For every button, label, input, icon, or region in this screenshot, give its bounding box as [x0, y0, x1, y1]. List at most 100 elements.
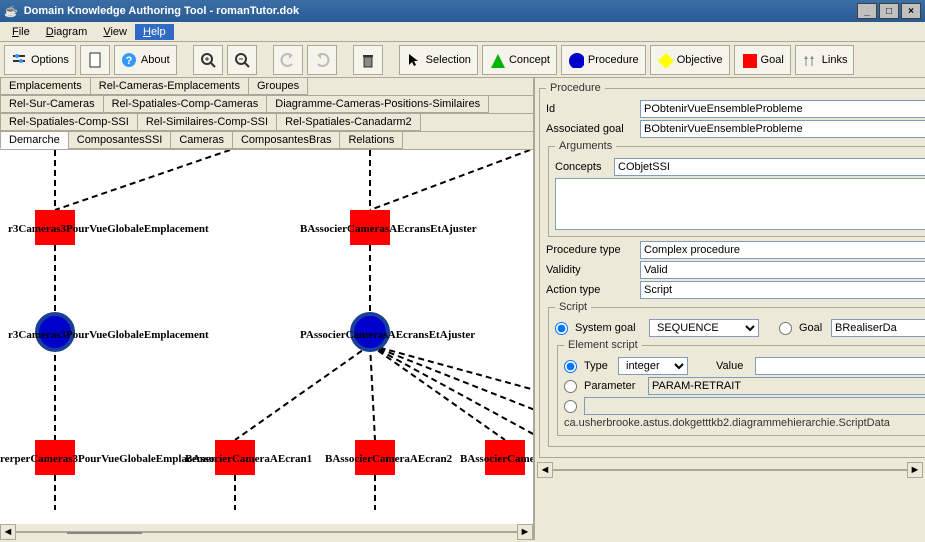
tab-cameras[interactable]: Cameras	[170, 131, 233, 149]
links-icon	[802, 52, 818, 68]
tab-rel-spatiales-comp-ssi[interactable]: Rel-Spatiales-Comp-SSI	[0, 113, 138, 131]
tab-composantes-bras[interactable]: ComposantesBras	[232, 131, 341, 149]
diagram-svg: r3Cameras3PourVueGlobaleEmplacement BAss…	[0, 150, 533, 524]
node-g1-label: r3Cameras3PourVueGlobaleEmplacement	[8, 223, 209, 235]
right-panel: Procedure Id Associated goal Arguments C…	[535, 78, 925, 540]
validity-field[interactable]	[640, 261, 925, 279]
tab-diagramme-cameras-positions[interactable]: Diagramme-Cameras-Positions-Similaires	[266, 95, 489, 113]
right-hscroll[interactable]: ◄ ►	[537, 462, 923, 478]
menu-file[interactable]: File	[4, 24, 38, 40]
ptype-field[interactable]	[640, 241, 925, 259]
tab-row-3: Rel-Spatiales-Comp-SSI Rel-Similaires-Co…	[0, 114, 533, 132]
scroll-left-arrow[interactable]: ◄	[0, 524, 16, 540]
node-g5-label: BAssocierCameraAEcran2	[325, 453, 453, 465]
sysgoal-radio[interactable]	[555, 322, 568, 335]
new-button[interactable]	[80, 45, 110, 75]
type-radio[interactable]	[564, 360, 577, 373]
tab-emplacements[interactable]: Emplacements	[0, 77, 91, 95]
validity-label: Validity	[546, 264, 636, 276]
element-script-legend: Element script	[564, 339, 642, 351]
atype-field[interactable]	[640, 281, 925, 299]
trash-button[interactable]	[353, 45, 383, 75]
tab-rel-spatiales-comp-cameras[interactable]: Rel-Spatiales-Comp-Cameras	[103, 95, 268, 113]
tab-rel-sur-cameras[interactable]: Rel-Sur-Cameras	[0, 95, 104, 113]
options-button[interactable]: Options	[4, 45, 76, 75]
arguments-group: Arguments Concepts	[548, 140, 925, 237]
goal-tool[interactable]: Goal	[734, 45, 791, 75]
undo-button[interactable]	[273, 45, 303, 75]
diagram-canvas[interactable]: r3Cameras3PourVueGlobaleEmplacement BAss…	[0, 150, 533, 524]
selection-tool[interactable]: Selection	[399, 45, 478, 75]
document-icon	[87, 52, 103, 68]
tab-groupes[interactable]: Groupes	[248, 77, 308, 95]
maximize-button[interactable]: □	[879, 3, 899, 19]
script-group: Script System goal SEQUENCE Goal Element…	[548, 301, 925, 447]
param-radio[interactable]	[564, 380, 577, 393]
right-scroll-right[interactable]: ►	[907, 462, 923, 478]
blank-radio[interactable]	[564, 400, 577, 413]
tab-rel-similaires-comp-ssi[interactable]: Rel-Similaires-Comp-SSI	[137, 113, 277, 131]
triangle-icon	[489, 52, 505, 68]
atype-label: Action type	[546, 284, 636, 296]
zoom-out-icon	[234, 52, 250, 68]
arguments-legend: Arguments	[555, 140, 616, 152]
classpath-text: ca.usherbrooke.astus.dokgetttkb2.diagram…	[564, 417, 925, 429]
objective-label: Objective	[677, 54, 723, 66]
tab-relations[interactable]: Relations	[339, 131, 403, 149]
sysgoal-select[interactable]: SEQUENCE	[649, 319, 759, 337]
right-scroll-left[interactable]: ◄	[537, 462, 553, 478]
concept-tool[interactable]: Concept	[482, 45, 557, 75]
blank-field	[584, 397, 925, 415]
tab-rel-spatiales-canadarm2[interactable]: Rel-Spatiales-Canadarm2	[276, 113, 421, 131]
menu-help[interactable]: Help	[135, 24, 174, 40]
id-label: Id	[546, 103, 636, 115]
zoom-out-button[interactable]	[227, 45, 257, 75]
value-field[interactable]	[755, 357, 925, 375]
menu-bar: File Diagram View Help	[0, 22, 925, 42]
redo-icon	[314, 52, 330, 68]
close-button[interactable]: ×	[901, 3, 921, 19]
node-g2-label: BAssocierCamerasAEcransEtAjuster	[300, 223, 477, 235]
concepts-field[interactable]	[614, 158, 925, 176]
node-g6-label: BAssocierCamera	[460, 453, 533, 465]
links-tool[interactable]: Links	[795, 45, 855, 75]
id-field[interactable]	[640, 100, 925, 118]
sysgoal-label: System goal	[575, 322, 645, 334]
menu-view[interactable]: View	[95, 24, 135, 40]
value-label: Value	[716, 360, 751, 372]
links-label: Links	[822, 54, 848, 66]
tab-rel-cameras-emplacements[interactable]: Rel-Cameras-Emplacements	[90, 77, 249, 95]
type-label: Type	[584, 360, 614, 372]
tab-demarche[interactable]: Demarche	[0, 131, 69, 149]
zoom-in-button[interactable]	[193, 45, 223, 75]
param-label: Parameter	[584, 380, 644, 392]
scroll-right-arrow[interactable]: ►	[517, 524, 533, 540]
scroll-thumb[interactable]	[67, 532, 142, 534]
goal-field[interactable]	[831, 319, 925, 337]
undo-icon	[280, 52, 296, 68]
main-area: Emplacements Rel-Cameras-Emplacements Gr…	[0, 78, 925, 540]
assoc-goal-field[interactable]	[640, 120, 925, 138]
goal-radio[interactable]	[779, 322, 792, 335]
objective-tool[interactable]: Objective	[650, 45, 730, 75]
cursor-icon	[406, 52, 422, 68]
goal-rlabel: Goal	[799, 322, 827, 334]
tab-composantes-ssi[interactable]: ComposantesSSI	[68, 131, 172, 149]
node-p1-label: r3Cameras3PourVueGlobaleEmplacement	[8, 329, 209, 341]
minimize-button[interactable]: _	[857, 3, 877, 19]
arguments-list[interactable]	[555, 178, 925, 230]
options-label: Options	[31, 54, 69, 66]
node-p2-label: PAssocierCamerasAEcransEtAjuster	[300, 329, 475, 341]
about-button[interactable]: ? About	[114, 45, 177, 75]
diamond-icon	[657, 52, 673, 68]
type-select[interactable]: integer	[618, 357, 688, 375]
concept-label: Concept	[509, 54, 550, 66]
slider-icon	[11, 52, 27, 68]
selection-label: Selection	[426, 54, 471, 66]
tab-row-4: Demarche ComposantesSSI Cameras Composan…	[0, 132, 533, 150]
menu-diagram[interactable]: Diagram	[38, 24, 96, 40]
procedure-tool[interactable]: Procedure	[561, 45, 646, 75]
redo-button[interactable]	[307, 45, 337, 75]
assoc-goal-label: Associated goal	[546, 123, 636, 135]
canvas-hscroll[interactable]: ◄ ►	[0, 524, 533, 540]
